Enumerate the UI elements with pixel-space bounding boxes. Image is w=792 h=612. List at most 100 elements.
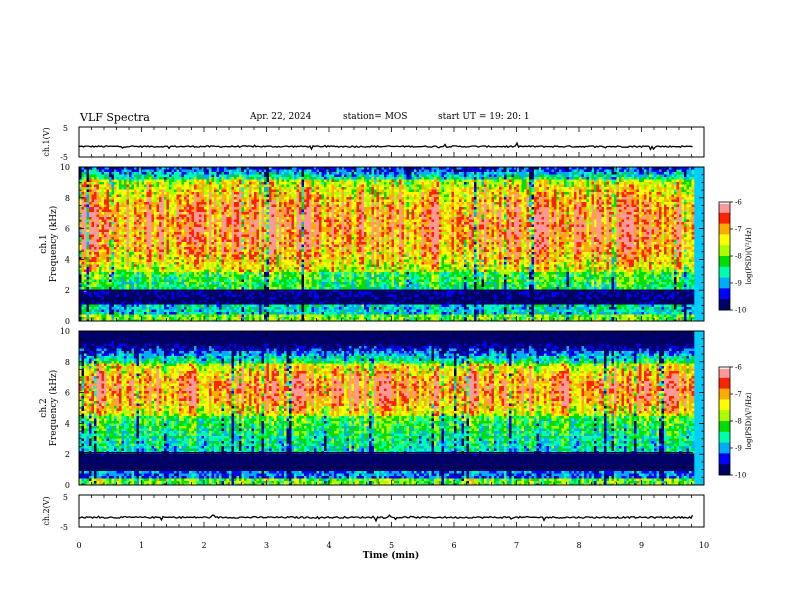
spectrogram-cell	[216, 237, 220, 240]
spectrogram-cell	[89, 267, 92, 270]
spectrogram-cell	[211, 267, 215, 270]
spectrogram-cell	[259, 209, 262, 213]
spectrogram-cell	[156, 312, 160, 315]
spectrogram-cell	[239, 232, 242, 235]
spectrogram-cell	[146, 304, 150, 308]
spectrogram-cell	[79, 262, 82, 265]
spectrogram-cell	[81, 289, 85, 293]
spectrogram-cell	[241, 179, 245, 183]
spectrogram-cell	[199, 209, 202, 213]
spectrogram-cell	[241, 192, 245, 195]
spectrogram-cell	[261, 187, 265, 190]
spectrogram-cell	[209, 247, 212, 250]
spectrogram-cell	[86, 312, 90, 315]
spectrogram-cell	[86, 232, 90, 235]
spectrogram-cell	[134, 244, 137, 248]
spectrogram-cell	[246, 209, 250, 213]
spectrogram-cell	[121, 277, 125, 280]
spectrogram-cell	[221, 202, 225, 205]
spectrogram-cell	[271, 302, 275, 305]
spectrogram-cell	[234, 259, 237, 263]
spectrogram-cell	[271, 194, 275, 198]
spectrogram-cell	[169, 234, 172, 238]
spectrogram-cell	[86, 299, 90, 303]
spectrogram-cell	[101, 267, 105, 270]
spectrogram-cell	[84, 297, 87, 300]
spectrogram-cell	[196, 299, 200, 303]
spectrogram-cell	[269, 294, 272, 298]
spectrogram-cell	[271, 224, 275, 228]
spectrogram-cell	[169, 222, 172, 225]
spectrogram-cell	[164, 242, 167, 245]
spectrogram-cell	[159, 187, 162, 190]
spectrogram-cell	[209, 224, 212, 228]
spectrogram-cell	[244, 282, 247, 285]
spectrogram-cell	[224, 212, 227, 215]
spectrogram-cell	[109, 199, 112, 203]
spectrogram-cell	[181, 207, 185, 210]
spectrogram-cell	[221, 219, 225, 223]
spectrogram-cell	[101, 247, 105, 250]
spectrogram-cell	[131, 287, 135, 290]
spectrogram-cell	[254, 312, 257, 315]
spectrogram-cell	[131, 189, 135, 193]
spectrogram-cell	[196, 177, 200, 180]
spectrogram-cell	[159, 299, 162, 303]
spectrogram-cell	[161, 297, 165, 300]
spectrogram-cell	[224, 317, 227, 320]
spectrogram-cell	[194, 282, 197, 285]
spectrogram-cell	[256, 267, 260, 270]
spectrogram-cell	[229, 187, 232, 190]
spectrogram-cell	[214, 264, 217, 268]
spectrogram-cell	[264, 254, 267, 258]
spectrogram-cell	[164, 272, 167, 275]
spectrogram-cell	[171, 319, 175, 321]
spectrogram-cell	[196, 264, 200, 268]
spectrogram-cell	[266, 172, 270, 175]
spectrogram-cell	[109, 167, 112, 170]
spectrogram-cell	[164, 202, 167, 205]
spectrogram-cell	[94, 307, 97, 310]
spectrogram-cell	[216, 319, 220, 321]
spectrogram-cell	[221, 234, 225, 238]
spectrogram-cell	[176, 294, 180, 298]
spectrogram-cell	[121, 307, 125, 310]
spectrogram-cell	[179, 189, 182, 193]
spectrogram-cell	[256, 309, 260, 313]
spectrogram-cell	[139, 297, 142, 300]
spectrogram-cell	[124, 299, 127, 303]
spectrogram-cell	[186, 212, 190, 215]
spectrogram-cell	[139, 222, 142, 225]
spectrogram-cell	[129, 287, 132, 290]
spectrogram-cell	[131, 242, 135, 245]
spectrogram-cell	[186, 214, 190, 218]
spectrogram-cell	[266, 247, 270, 250]
spectrogram-cell	[194, 172, 197, 175]
spectrogram-cell	[101, 227, 105, 230]
spectrogram-cell	[221, 209, 225, 213]
spectrogram-cell	[81, 312, 85, 315]
spectrogram-cell	[189, 169, 192, 173]
spectrogram-cell	[226, 199, 230, 203]
spectrogram-cell	[206, 172, 210, 175]
spectrogram-cell	[94, 294, 97, 298]
spectrogram-cell	[99, 309, 102, 313]
spectrogram-cell	[131, 267, 135, 270]
spectrogram-cell	[246, 232, 250, 235]
spectrogram-cell	[199, 257, 202, 260]
spectrogram-cell	[274, 174, 277, 178]
spectrogram-cell	[239, 247, 242, 250]
spectrogram-cell	[211, 227, 215, 230]
spectrogram-cell	[209, 299, 212, 303]
spectrogram-cell	[231, 224, 235, 228]
spectrogram-cell	[194, 302, 197, 305]
spectrogram-cell	[144, 289, 147, 293]
spectrogram-cell	[184, 212, 187, 215]
spectrogram-cell	[146, 309, 150, 313]
spectrogram-cell	[151, 299, 155, 303]
spectrogram-cell	[216, 312, 220, 315]
spectrogram-cell	[264, 294, 267, 298]
ch1-waveform-ticks	[78, 127, 705, 157]
spectrogram-cell	[199, 314, 202, 318]
spectrogram-cell	[244, 242, 247, 245]
